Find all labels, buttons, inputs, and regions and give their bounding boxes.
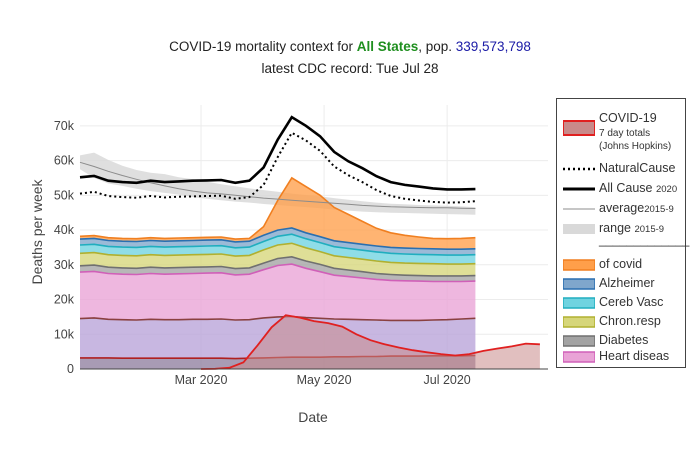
y-axis-title: Deaths per week xyxy=(29,178,45,284)
title-prefix: COVID-19 mortality context for xyxy=(169,39,357,54)
covid-7day-line xyxy=(200,314,540,370)
covid-swatch xyxy=(563,120,595,136)
legend-label-heart: Heart diseas xyxy=(599,349,670,363)
legend-item-natural[interactable]: NaturalCause xyxy=(557,159,685,179)
legend: COVID-19 7 day totals (Johns Hopkins) Na… xyxy=(556,98,689,368)
legend-item-covid[interactable]: COVID-19 7 day totals (Johns Hopkins) xyxy=(557,111,685,155)
title-state: All States xyxy=(356,39,419,54)
natural-swatch xyxy=(563,167,595,171)
x-tick-label: Mar 2020 xyxy=(175,373,228,387)
chart-subtitle: latest CDC record: Tue Jul 28 xyxy=(261,61,439,76)
average-sub: 2015-9 xyxy=(644,204,674,215)
cereb-vasc-swatch xyxy=(563,297,595,309)
x-axis-title: Date xyxy=(298,409,328,425)
legend-label-range: range 2015-9 xyxy=(599,221,664,235)
chron-resp-swatch xyxy=(563,316,595,328)
range-text: range xyxy=(599,221,631,235)
legend-item-heart[interactable]: Heart diseas xyxy=(557,347,685,367)
legend-label-chron-resp: Chron.resp xyxy=(599,314,661,328)
legend-separator-text: _____________ xyxy=(599,233,690,247)
diabetes-area-edge xyxy=(79,255,476,277)
cereb-vasc-area xyxy=(80,234,476,265)
legend-label-diabetes: Diabetes xyxy=(599,333,649,347)
heart-area xyxy=(80,264,476,321)
all-cause-line xyxy=(79,115,476,191)
heart-area-edge xyxy=(79,263,476,283)
legend-label-average: average2015-9 xyxy=(599,201,674,215)
legend-label-of-covid: of covid xyxy=(599,257,643,271)
cereb-vasc-area-edge xyxy=(79,233,476,256)
x-tick-label: Jul 2020 xyxy=(424,373,471,387)
diabetes-area xyxy=(80,256,476,282)
heart-swatch xyxy=(563,351,595,363)
legend-item-alzheimer[interactable]: Alzheimer xyxy=(557,274,685,294)
y-tick-label: 70k xyxy=(54,119,75,133)
legend-item-average[interactable]: average2015-9 xyxy=(557,199,685,219)
legend-separator: _____________ xyxy=(557,233,689,253)
y-tick-label: 60k xyxy=(54,154,75,168)
diabetes-swatch xyxy=(563,335,595,347)
other-area-edge xyxy=(79,315,476,322)
alzheimer-area-edge xyxy=(79,227,476,250)
y-tick-label: 0 xyxy=(67,362,74,376)
range-sub: 2015-9 xyxy=(634,224,665,235)
y-tick-label: 20k xyxy=(54,293,75,307)
series-lines xyxy=(79,115,548,370)
legend-label-covid: COVID-19 xyxy=(599,111,657,125)
y-axis-ticks: 0 10k 20k 30k 40k 50k 60k 70k xyxy=(54,119,75,376)
legend-item-chron-resp[interactable]: Chron.resp xyxy=(557,312,685,332)
allcause-sub: 2020 xyxy=(655,184,678,195)
chart-title: COVID-19 mortality context for All State… xyxy=(80,36,620,80)
legend-label-cereb-vasc: Cereb Vasc xyxy=(599,295,664,309)
legend-label-allcause: All Cause 2020 xyxy=(599,181,677,195)
chron-resp-area xyxy=(80,243,476,276)
of-covid-swatch xyxy=(563,259,595,271)
x-tick-label: May 2020 xyxy=(297,373,352,387)
legend-label-natural: NaturalCause xyxy=(599,161,676,175)
chron-resp-area-edge xyxy=(79,242,476,265)
y-tick-label: 10k xyxy=(54,327,75,341)
title-population: 339,573,798 xyxy=(455,39,531,54)
allcause-swatch xyxy=(563,187,595,191)
average-swatch xyxy=(563,208,595,210)
natural-cause-line xyxy=(79,131,476,204)
legend-note-covid-2: (Johns Hopkins) xyxy=(599,141,672,152)
y-tick-label: 40k xyxy=(54,223,75,237)
legend-label-alzheimer: Alzheimer xyxy=(599,276,655,290)
legend-item-diabetes[interactable]: Diabetes xyxy=(557,331,685,351)
legend-note-covid-1: 7 day totals xyxy=(599,128,651,139)
range-swatch xyxy=(563,224,595,234)
title-pop-label: , pop. xyxy=(418,39,456,54)
legend-item-of-covid[interactable]: of covid xyxy=(557,255,685,275)
alzheimer-swatch xyxy=(563,278,595,290)
y-tick-label: 50k xyxy=(54,188,75,202)
legend-item-cereb-vasc[interactable]: Cereb Vasc xyxy=(557,293,685,313)
legend-item-range[interactable]: range 2015-9 xyxy=(557,219,685,239)
of-covid-area-edge xyxy=(79,176,476,240)
average-text: average xyxy=(599,201,645,215)
y-tick-label: 30k xyxy=(54,258,75,272)
legend-item-allcause[interactable]: All Cause 2020 xyxy=(557,179,685,199)
allcause-text: All Cause xyxy=(599,181,653,195)
alzheimer-area xyxy=(80,228,476,256)
of-covid-area xyxy=(80,177,476,250)
x-axis-ticks: Mar 2020 May 2020 Jul 2020 xyxy=(175,373,471,387)
